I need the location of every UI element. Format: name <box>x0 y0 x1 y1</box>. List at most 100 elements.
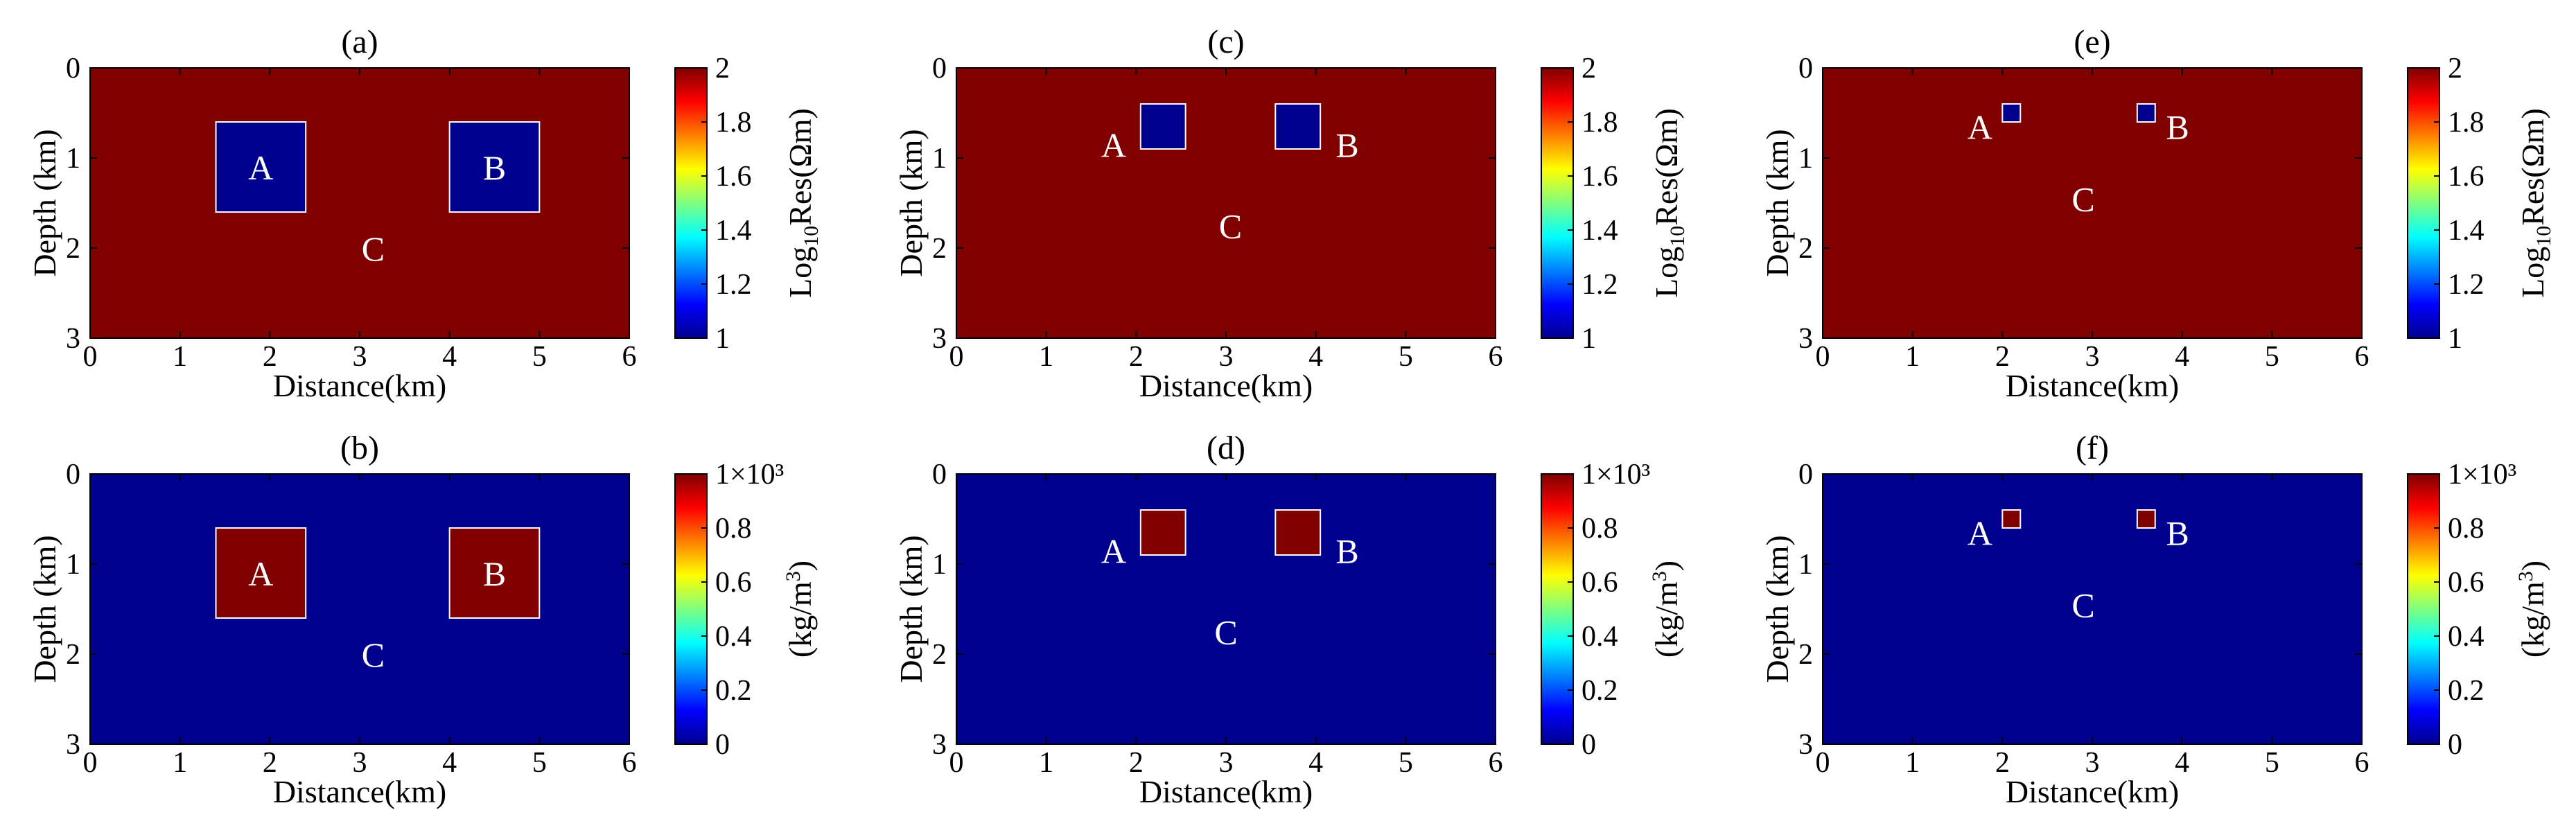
colorbar-tick-label: 1.8 <box>2448 107 2485 139</box>
anomaly-block-b <box>2136 509 2156 529</box>
colorbar-tick-label: 1 <box>2448 323 2462 355</box>
colorbar <box>1541 473 1574 745</box>
panel-e: 0 1 2 3 4 5 6 0 1 2 3 (e) Distance(km) Depth (km) A B C 2… <box>1760 24 2555 403</box>
panel-title: (e) <box>2074 24 2110 60</box>
y-tick-label: 1 <box>66 143 80 175</box>
y-tick-label: 3 <box>932 729 947 761</box>
region-label-a: A <box>248 554 273 593</box>
x-tick-label: 2 <box>1995 747 2010 779</box>
colorbar-tick-label: 0.6 <box>715 567 752 599</box>
x-tick-label: 0 <box>949 747 964 779</box>
region-label-b: B <box>2166 514 2189 553</box>
colorbar-tick-label: 0.8 <box>2448 513 2485 545</box>
panel-title: (c) <box>1207 24 1244 60</box>
x-axis-label: Distance(km) <box>273 368 446 403</box>
colorbar-label-rest: ) <box>2515 561 2550 571</box>
region-label-c: C <box>2071 180 2094 219</box>
x-axis-label: Distance(km) <box>1139 368 1313 403</box>
model-background <box>956 68 1496 338</box>
colorbar-tick-label: 0.6 <box>1581 567 1618 599</box>
y-axis-label: Depth (km) <box>893 535 929 682</box>
region-label-b: B <box>1335 126 1358 165</box>
y-tick-label: 3 <box>66 323 80 355</box>
x-tick-label: 5 <box>1399 747 1413 779</box>
region-label-b: B <box>2166 108 2189 147</box>
colorbar-label: Log10Res(Ωm) <box>2515 108 2555 298</box>
x-tick-label: 3 <box>1219 341 1234 373</box>
y-axis-label: Depth (km) <box>27 535 62 682</box>
panel-title: (a) <box>341 24 378 60</box>
colorbar-tick-label: 2 <box>715 53 730 85</box>
y-tick-label: 0 <box>66 53 80 85</box>
x-tick-label: 3 <box>1219 747 1234 779</box>
y-tick-label: 2 <box>1798 639 1813 671</box>
x-tick-label: 6 <box>1489 341 1503 373</box>
region-label-a: A <box>1968 108 1992 147</box>
colorbar <box>674 67 708 339</box>
colorbar-label-main: Log <box>782 247 818 298</box>
y-tick-label: 3 <box>932 323 947 355</box>
x-tick-label: 6 <box>622 341 637 373</box>
region-label-b: B <box>483 148 506 187</box>
panel-title: (f) <box>2076 430 2109 466</box>
colorbar-label-main: (kg/m <box>2515 581 2550 658</box>
x-tick-label: 4 <box>1308 747 1323 779</box>
anomaly-block-b <box>448 121 541 213</box>
colorbar-tick-label: 2 <box>1581 53 1596 85</box>
y-tick-label: 1 <box>66 549 80 581</box>
y-tick-label: 3 <box>1798 323 1813 355</box>
colorbar <box>674 473 708 745</box>
region-label-a: A <box>1968 514 1992 553</box>
y-tick-label: 0 <box>932 53 947 85</box>
x-axis-label: Distance(km) <box>2006 368 2179 403</box>
colorbar-label-sub: 10 <box>800 226 823 247</box>
colorbar-tick-label: 1×10³ <box>715 459 784 491</box>
anomaly-block-a <box>1139 509 1186 556</box>
x-tick-label: 6 <box>1489 747 1503 779</box>
x-tick-label: 1 <box>1039 747 1053 779</box>
colorbar-tick-label: 0.2 <box>2448 675 2485 707</box>
y-tick-label: 2 <box>66 639 80 671</box>
anomaly-block-a <box>1139 103 1186 150</box>
colorbar <box>2407 67 2440 339</box>
region-label-a: A <box>248 148 273 187</box>
colorbar-label-sup: 3 <box>2514 571 2537 581</box>
x-tick-label: 1 <box>1905 341 1920 373</box>
colorbar-tick-label: 0.8 <box>1581 513 1618 545</box>
panel-c: 0 1 2 3 4 5 6 0 1 2 3 (c) Distance(km) Depth (km) A B C 2… <box>893 24 1689 403</box>
y-tick-label: 0 <box>1798 53 1813 85</box>
region-label-c: C <box>362 635 385 674</box>
colorbar-tick-label: 0 <box>1581 729 1596 761</box>
colorbar-label-sup: 3 <box>782 571 805 581</box>
colorbar-tick-label: 1.8 <box>715 107 752 139</box>
colorbar <box>1541 67 1574 339</box>
y-tick-label: 1 <box>1798 549 1813 581</box>
y-tick-label: 1 <box>1798 143 1813 175</box>
colorbar-tick-label: 1.6 <box>715 161 752 193</box>
x-tick-label: 1 <box>1039 341 1053 373</box>
x-tick-label: 3 <box>353 747 367 779</box>
region-label-c: C <box>362 229 385 268</box>
colorbar-label-sub: 10 <box>2532 226 2555 247</box>
x-tick-label: 5 <box>532 341 547 373</box>
y-axis-label: Depth (km) <box>1760 535 1795 682</box>
x-axis-label: Distance(km) <box>2006 774 2179 809</box>
colorbar-label-rest: Res(Ωm) <box>2515 108 2550 226</box>
colorbar-tick-label: 0.6 <box>2448 567 2485 599</box>
x-tick-label: 4 <box>442 747 457 779</box>
panel-d: 0 1 2 3 4 5 6 0 1 2 3 (d) Distance(km) Depth (km) A B C 1… <box>893 430 1684 809</box>
colorbar-label-sup: 3 <box>1648 571 1671 581</box>
x-tick-label: 6 <box>622 747 637 779</box>
x-tick-label: 4 <box>2175 341 2189 373</box>
model-background <box>1823 68 2362 338</box>
colorbar-tick-label: 1.8 <box>1581 107 1618 139</box>
colorbar-tick-label: 1.4 <box>1581 215 1618 247</box>
colorbar-label-main: Log <box>1649 247 1684 298</box>
colorbar-tick-label: 0.8 <box>715 513 752 545</box>
x-tick-label: 0 <box>1816 747 1830 779</box>
x-tick-label: 2 <box>1995 341 2010 373</box>
colorbar-tick-label: 0.2 <box>1581 675 1618 707</box>
colorbar-label-main: (kg/m <box>782 581 818 658</box>
colorbar-tick-label: 1.6 <box>2448 161 2485 193</box>
region-label-a: A <box>1101 126 1126 165</box>
